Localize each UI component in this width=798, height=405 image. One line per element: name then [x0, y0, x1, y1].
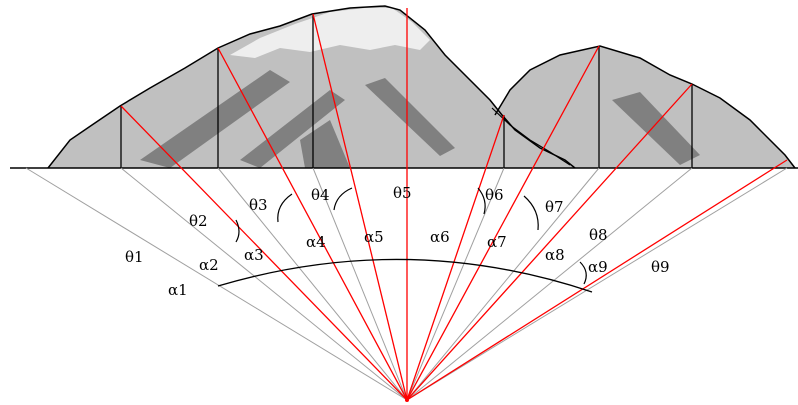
theta3-arc — [277, 193, 293, 223]
label-theta7: θ7 — [545, 198, 564, 216]
theta7-arc — [523, 195, 539, 231]
label-alpha9: α9 — [588, 258, 608, 276]
left-mountain — [48, 6, 575, 168]
label-theta9: θ9 — [651, 258, 670, 276]
snow-cap — [230, 8, 430, 58]
red-ray-7 — [406, 83, 693, 401]
guide-ray-4 — [406, 167, 505, 401]
red-ray-2 — [217, 47, 408, 401]
label-alpha3: α3 — [244, 246, 264, 264]
guide-rays — [25, 167, 788, 401]
red-ray-1 — [120, 105, 408, 401]
red-ray-8 — [406, 159, 788, 401]
guide-ray-1 — [120, 167, 408, 401]
label-theta2: θ2 — [189, 212, 208, 230]
guide-ray-7 — [406, 167, 788, 401]
theta4-arc — [333, 187, 353, 211]
label-alpha5: α5 — [364, 228, 384, 246]
sweep-arc — [217, 258, 593, 293]
label-theta8: θ8 — [589, 226, 608, 244]
red-ray-5 — [406, 114, 505, 401]
theta8-arc — [579, 261, 587, 285]
shadow-streak-2 — [240, 90, 345, 168]
theta6-arc — [477, 187, 486, 215]
shadow-streak-1 — [140, 70, 290, 168]
theta-arcs — [235, 187, 587, 285]
ridge-outline — [47, 5, 576, 169]
terrain — [47, 5, 796, 169]
guide-ray-3 — [312, 167, 408, 401]
label-theta6: θ6 — [485, 186, 504, 204]
red-ray-3 — [312, 13, 408, 401]
guide-ray-0 — [25, 167, 408, 401]
guide-ray-2 — [217, 167, 408, 401]
shadow-streak-3 — [365, 78, 455, 156]
guide-ray-6 — [406, 167, 693, 401]
label-alpha7: α7 — [487, 233, 507, 251]
theta-labels: θ1 θ2 θ3 θ4 θ5 θ6 θ7 θ8 θ9 — [125, 184, 670, 276]
label-alpha1: α1 — [168, 281, 188, 299]
guide-ray-5 — [406, 167, 600, 401]
label-theta3: θ3 — [249, 196, 268, 214]
apex-point — [405, 398, 409, 402]
label-theta1: θ1 — [125, 248, 144, 266]
ridge-outline-right — [494, 45, 796, 169]
label-theta4: θ4 — [311, 186, 330, 204]
theta2-arc — [235, 219, 240, 243]
alpha-labels: α1 α2 α3 α4 α5 α6 α7 α8 α9 — [168, 228, 608, 299]
label-alpha4: α4 — [306, 233, 326, 251]
label-alpha8: α8 — [545, 246, 565, 264]
label-theta5: θ5 — [393, 184, 412, 202]
label-alpha6: α6 — [430, 228, 450, 246]
red-ray-6 — [406, 45, 600, 401]
red-rays — [120, 8, 788, 401]
column-dividers — [120, 14, 693, 168]
label-alpha2: α2 — [199, 256, 219, 274]
shadow-streak-4 — [612, 92, 700, 165]
